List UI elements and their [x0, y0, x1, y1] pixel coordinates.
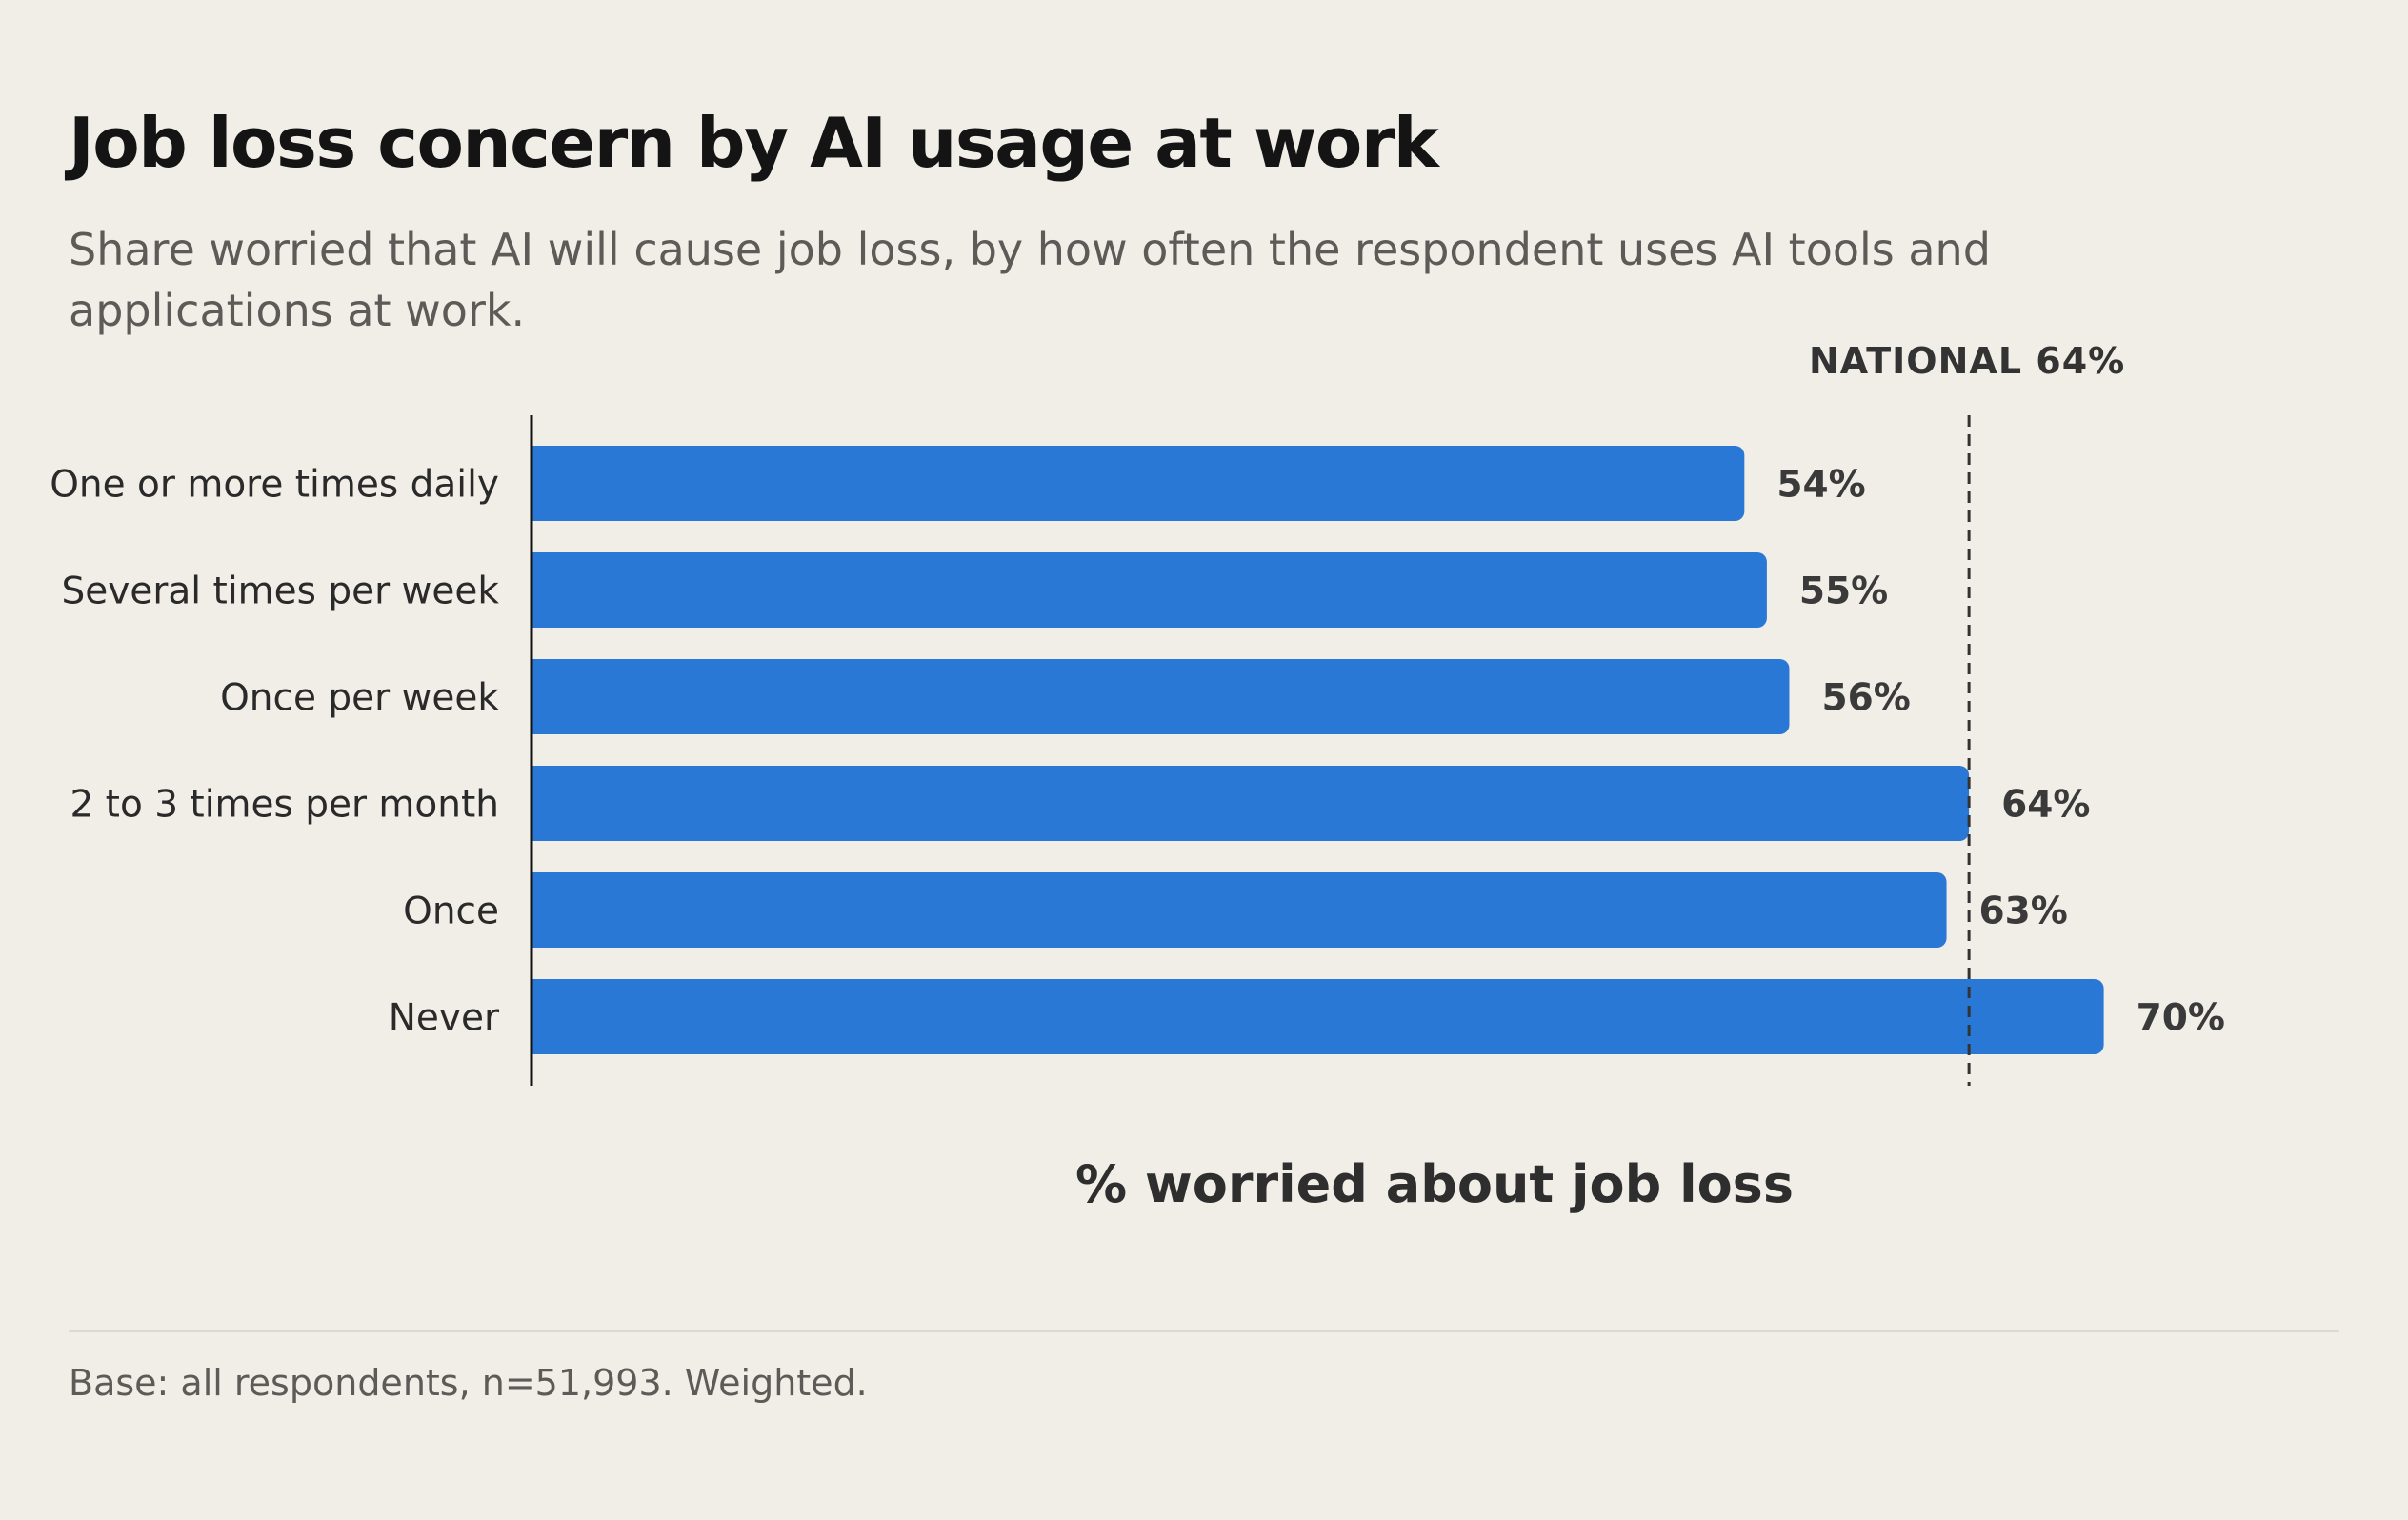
footer-divider	[69, 1330, 2339, 1332]
category-label: Several times per week	[62, 570, 500, 613]
bar-base	[532, 766, 551, 841]
footnote: Base: all respondents, n=51,993. Weighte…	[69, 1362, 868, 1404]
category-label: Once per week	[220, 677, 499, 720]
bar	[532, 979, 2104, 1054]
bar	[532, 872, 1947, 948]
national-reference-label: NATIONAL 64%	[1809, 340, 2125, 382]
bar	[532, 766, 1970, 841]
bar-base	[532, 446, 551, 521]
category-label: 2 to 3 times per month	[70, 784, 499, 827]
x-axis-title: % worried about job loss	[1075, 1154, 1794, 1214]
value-label: 70%	[2137, 997, 2225, 1040]
bar-base	[532, 872, 551, 948]
category-label: Never	[389, 997, 500, 1040]
bar	[532, 659, 1790, 734]
value-label: 63%	[1979, 890, 2068, 933]
category-label: Once	[403, 890, 499, 933]
bar-base	[532, 552, 551, 628]
chart-subtitle: Share worried that AI will cause job los…	[69, 224, 1991, 336]
bar-chart: One or more times daily 54% Several times …	[50, 340, 2225, 1214]
chart-title: Job loss concern by AI usage at work	[69, 103, 1439, 183]
value-label: 56%	[1821, 677, 1910, 720]
bar-base	[532, 659, 551, 734]
value-label: 64%	[2001, 784, 2090, 827]
value-label: 55%	[1799, 570, 1888, 613]
bars-layer: One or more times daily 54% Several times …	[50, 446, 2225, 1054]
bar	[532, 552, 1767, 628]
value-label: 54%	[1776, 464, 1865, 507]
bar	[532, 446, 1745, 521]
bar-base	[532, 979, 551, 1054]
category-label: One or more times daily	[50, 464, 499, 507]
